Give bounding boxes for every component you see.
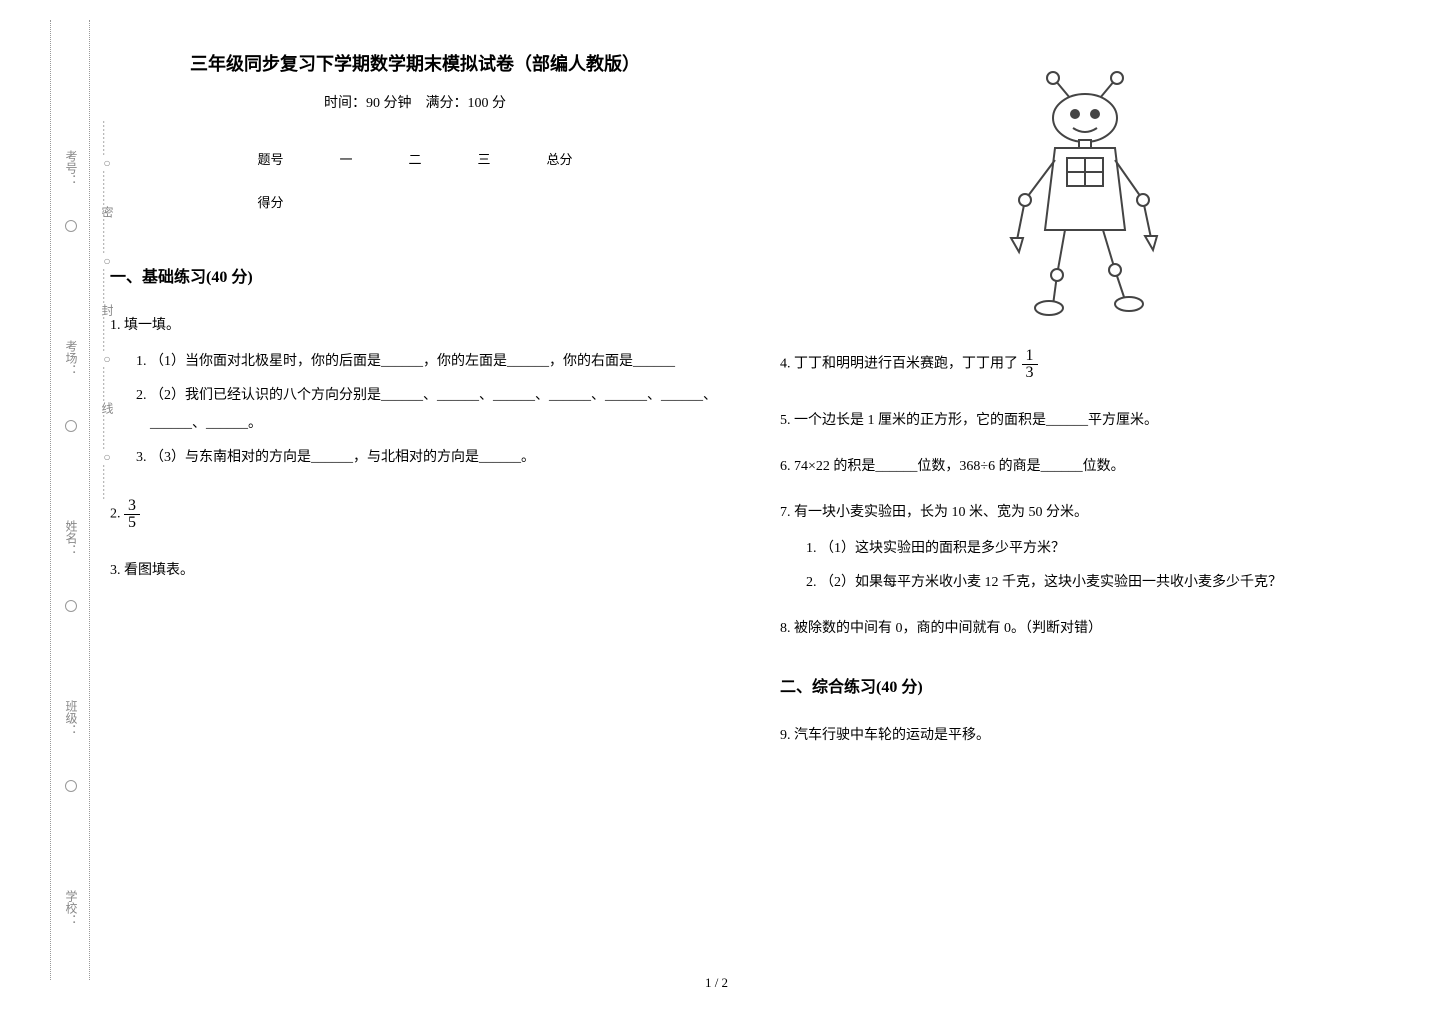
binding-label-id: 考号： xyxy=(63,150,80,186)
score-header: 总分 xyxy=(519,137,601,180)
question-3: 3. 看图填表。 xyxy=(110,557,720,585)
q3-stem: 看图填表。 xyxy=(124,563,194,578)
binding-label-room: 考场： xyxy=(63,340,80,376)
q1-sublist: （1）当你面对北极星时，你的后面是______，你的左面是______，你的右面… xyxy=(150,348,720,472)
binding-label-name: 姓名： xyxy=(63,520,80,556)
section-1-header: 一、基础练习(40 分) xyxy=(110,263,720,287)
q7-sub2: （2）如果每平方米收小麦 12 千克，这块小麦实验田一共收小麦多少千克？ xyxy=(820,569,1390,597)
right-column: 4. 丁丁和明明进行百米赛跑，丁丁用了 1 3 5. 一个边长是 1 厘米的正方… xyxy=(780,50,1390,768)
q5-stem: 一个边长是 1 厘米的正方形，它的面积是______平方厘米。 xyxy=(794,413,1158,428)
score-cell xyxy=(311,180,380,223)
page-content: 三年级同步复习下学期数学期末模拟试卷（部编人教版） 时间：90 分钟 满分：10… xyxy=(110,50,1390,768)
binding-circle xyxy=(65,780,77,792)
binding-circle xyxy=(65,220,77,232)
fraction-denominator: 3 xyxy=(1022,365,1038,381)
score-header: 一 xyxy=(311,137,380,180)
score-table: 题号 一 二 三 总分 得分 xyxy=(229,137,600,223)
score-header: 题号 xyxy=(229,137,311,180)
question-9: 9. 汽车行驶中车轮的运动是平移。 xyxy=(780,722,1390,750)
question-2: 2. 3 5 xyxy=(110,490,720,539)
score-row-label: 得分 xyxy=(229,180,311,223)
score-cell xyxy=(380,180,449,223)
question-6: 6. 74×22 的积是______位数，368÷6 的商是______位数。 xyxy=(780,453,1390,481)
q6-stem: 74×22 的积是______位数，368÷6 的商是______位数。 xyxy=(794,459,1125,474)
robot-figure xyxy=(975,50,1195,320)
score-header: 二 xyxy=(380,137,449,180)
table-row: 题号 一 二 三 总分 xyxy=(229,137,600,180)
q7-stem: 有一块小麦实验田，长为 10 米、宽为 50 分米。 xyxy=(794,505,1088,520)
page-number: 1 / 2 xyxy=(705,975,728,991)
exam-subtitle: 时间：90 分钟 满分：100 分 xyxy=(110,92,720,112)
question-5: 5. 一个边长是 1 厘米的正方形，它的面积是______平方厘米。 xyxy=(780,407,1390,435)
q2-fraction: 3 5 xyxy=(124,498,140,531)
q8-stem: 被除数的中间有 0，商的中间就有 0。（判断对错） xyxy=(794,621,1102,636)
q7-sub1: （1）这块实验田的面积是多少平方米？ xyxy=(820,535,1390,563)
score-header: 三 xyxy=(450,137,519,180)
binding-circle xyxy=(65,420,77,432)
score-cell xyxy=(519,180,601,223)
question-1: 1. 填一填。 （1）当你面对北极星时，你的后面是______，你的左面是___… xyxy=(110,312,720,472)
q1-sub1: （1）当你面对北极星时，你的后面是______，你的左面是______，你的右面… xyxy=(150,348,720,376)
question-8: 8. 被除数的中间有 0，商的中间就有 0。（判断对错） xyxy=(780,615,1390,643)
fraction-numerator: 3 xyxy=(124,498,140,515)
q1-sub2: （2）我们已经认识的八个方向分别是______、______、______、__… xyxy=(150,382,720,438)
fraction-denominator: 5 xyxy=(124,515,140,531)
exam-title: 三年级同步复习下学期数学期末模拟试卷（部编人教版） xyxy=(110,50,720,76)
section-2-header: 二、综合练习(40 分) xyxy=(780,673,1390,697)
question-7: 7. 有一块小麦实验田，长为 10 米、宽为 50 分米。 （1）这块实验田的面… xyxy=(780,499,1390,597)
q9-stem: 汽车行驶中车轮的运动是平移。 xyxy=(794,728,990,743)
q7-sublist: （1）这块实验田的面积是多少平方米？ （2）如果每平方米收小麦 12 千克，这块… xyxy=(820,535,1390,597)
score-cell xyxy=(450,180,519,223)
q1-sub3: （3）与东南相对的方向是______，与北相对的方向是______。 xyxy=(150,444,720,472)
binding-label-school: 学校： xyxy=(63,890,80,926)
table-row: 得分 xyxy=(229,180,600,223)
left-column: 三年级同步复习下学期数学期末模拟试卷（部编人教版） 时间：90 分钟 满分：10… xyxy=(110,50,720,768)
q4-fraction: 1 3 xyxy=(1022,348,1038,381)
binding-margin: 学校： 班级： 姓名： 考场： 考号： ………○………密………○………封………○… xyxy=(50,20,90,980)
q4-stem: 丁丁和明明进行百米赛跑，丁丁用了 xyxy=(794,357,1018,372)
binding-circle xyxy=(65,600,77,612)
binding-label-class: 班级： xyxy=(63,700,80,736)
q1-stem: 填一填。 xyxy=(124,318,180,333)
fraction-numerator: 1 xyxy=(1022,348,1038,365)
question-4: 4. 丁丁和明明进行百米赛跑，丁丁用了 1 3 xyxy=(780,340,1390,389)
